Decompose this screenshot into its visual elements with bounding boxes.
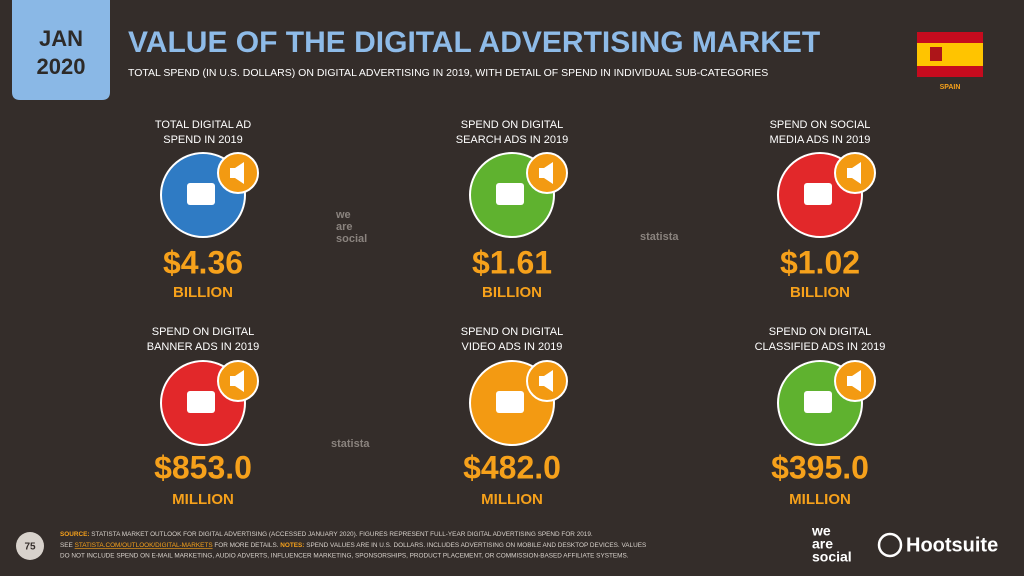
see: SEE [60, 542, 73, 549]
tile-icon [777, 152, 876, 238]
source-text: STATISTA MARKET OUTLOOK FOR DIGITAL ADVE… [91, 531, 593, 538]
footer-line: SOURCE: STATISTA MARKET OUTLOOK FOR DIGI… [60, 531, 593, 538]
icon-glyph [187, 391, 215, 413]
tile-icon [469, 360, 568, 446]
badge-glyph [539, 370, 553, 392]
tile-label: TOTAL DIGITAL AD [155, 119, 251, 131]
brand-text: we [811, 523, 831, 539]
date-month: JAN [39, 26, 83, 51]
tile-label: SPEND IN 2019 [163, 134, 242, 146]
watermark-statista: statista [640, 231, 679, 243]
tile-unit: MILLION [789, 491, 851, 508]
tile-unit: BILLION [173, 284, 233, 301]
tile-unit: BILLION [790, 284, 850, 301]
page-number: 75 [24, 542, 36, 553]
tile-value: $4.36 [163, 244, 243, 280]
tile-label: SPEND ON DIGITAL [461, 326, 563, 338]
tile-value: $1.61 [472, 244, 552, 280]
tile-value: $1.02 [780, 244, 860, 280]
tile-label: SPEND ON DIGITAL [461, 119, 563, 131]
tile-value: $395.0 [771, 449, 869, 485]
icon-glyph [804, 391, 832, 413]
icon-glyph [496, 391, 524, 413]
tile-label: SPEND ON SOCIAL [770, 119, 871, 131]
badge-glyph [847, 162, 861, 184]
tile-icon [160, 360, 259, 446]
subtitle: TOTAL SPEND (IN U.S. DOLLARS) ON DIGITAL… [128, 67, 768, 79]
watermark-statista: statista [331, 438, 370, 450]
source-link[interactable]: STATISTA.COM/OUTLOOK/DIGITAL-MARKETS [75, 542, 213, 549]
tile-icon [777, 360, 876, 446]
icon-glyph [804, 183, 832, 205]
tile-label: VIDEO ADS IN 2019 [462, 341, 563, 353]
brand-was: we are social [811, 523, 852, 565]
wm-text: social [336, 233, 367, 245]
tile-value: $482.0 [463, 449, 561, 485]
date-tab [12, 0, 110, 100]
tile-unit: MILLION [172, 491, 234, 508]
page-badge [16, 532, 44, 560]
icon-glyph [187, 183, 215, 205]
wm-text: are [336, 221, 353, 233]
icon-glyph [496, 183, 524, 205]
tile-label: SEARCH ADS IN 2019 [456, 134, 569, 146]
date-year: 2020 [37, 54, 86, 79]
flag [917, 32, 983, 77]
hootsuite-logo [877, 532, 903, 558]
tile-label: SPEND ON DIGITAL [769, 326, 871, 338]
badge-glyph [847, 370, 861, 392]
brand-text: are [812, 536, 833, 552]
tile-icon [160, 152, 259, 238]
footer-line: DO NOT INCLUDE SPEND ON E-MAIL MARKETING… [60, 553, 629, 560]
notes-label: NOTES: [280, 542, 304, 549]
source-label: SOURCE: [60, 531, 89, 538]
tile-unit: MILLION [481, 491, 543, 508]
tile-icon [469, 152, 568, 238]
tile-label: CLASSIFIED ADS IN 2019 [755, 341, 886, 353]
country: SPAIN [940, 84, 961, 91]
more: FOR MORE DETAILS. [214, 542, 278, 549]
badge-glyph [230, 162, 244, 184]
brand-text: social [812, 549, 852, 565]
notes-text: SPEND VALUES ARE IN U.S. DOLLARS. INCLUD… [306, 542, 646, 549]
tile-label: SPEND ON DIGITAL [152, 326, 254, 338]
footer-line: SEE STATISTA.COM/OUTLOOK/DIGITAL-MARKETS… [60, 542, 646, 549]
watermark-was: we are social [335, 209, 367, 245]
wm-text: we [335, 209, 351, 221]
tile-label: MEDIA ADS IN 2019 [770, 134, 871, 146]
tile-label: BANNER ADS IN 2019 [147, 341, 260, 353]
badge-glyph [539, 162, 553, 184]
tile-unit: BILLION [482, 284, 542, 301]
tile-value: $853.0 [154, 449, 252, 485]
brand-hootsuite: Hootsuite [906, 534, 998, 556]
badge-glyph [230, 370, 244, 392]
title: VALUE OF THE DIGITAL ADVERTISING MARKET [128, 26, 820, 59]
